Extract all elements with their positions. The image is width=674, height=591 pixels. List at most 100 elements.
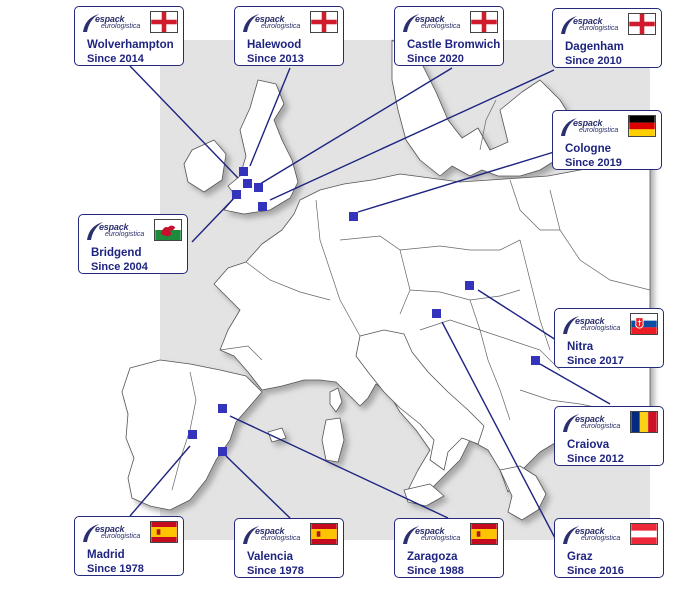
site-name: Graz	[567, 551, 593, 563]
leader-line-zaragoza	[229, 415, 449, 519]
site-marker-valencia[interactable]	[218, 447, 227, 456]
site-marker-madrid[interactable]	[188, 430, 197, 439]
callout-graz[interactable]: espack eurologistica Graz Since 2016	[554, 518, 664, 578]
site-marker-nitra[interactable]	[465, 281, 474, 290]
espack-logo: espack eurologistica	[401, 12, 481, 36]
border-line	[519, 239, 551, 351]
site-name: Bridgend	[91, 247, 142, 259]
sicily-landmass	[403, 483, 445, 507]
espack-logo: espack eurologistica	[85, 220, 165, 244]
italy-landmass	[355, 329, 485, 471]
balearic-landmass	[267, 427, 287, 443]
callout-halewood[interactable]: espack eurologistica Halewood Since 2013	[234, 6, 344, 66]
site-marker-bridgend[interactable]	[232, 190, 241, 199]
site-marker-dagenham[interactable]	[258, 202, 267, 211]
spain-flag-icon	[150, 521, 178, 543]
site-since: Since 1978	[247, 565, 304, 577]
greece-landmass	[499, 465, 547, 521]
site-since: Since 2019	[565, 157, 622, 169]
espack-logo: espack eurologistica	[559, 116, 639, 140]
border-line	[479, 99, 497, 151]
ireland-landmass	[183, 139, 227, 193]
border-line	[315, 199, 361, 337]
site-name: Nitra	[567, 341, 594, 353]
espack-logo: espack eurologistica	[561, 314, 641, 338]
leader-line-halewood	[249, 67, 291, 167]
england-flag-icon	[470, 11, 498, 33]
callout-cologne[interactable]: espack eurologistica Cologne Since 2019	[552, 110, 662, 170]
site-marker-wolverhampton[interactable]	[243, 179, 252, 188]
callout-zaragoza[interactable]: espack eurologistica Zaragoza Since 1988	[394, 518, 504, 578]
site-marker-graz[interactable]	[432, 309, 441, 318]
espack-logo: espack eurologistica	[241, 12, 321, 36]
leader-line-bridgend	[191, 195, 237, 243]
leader-line-cologne	[357, 151, 555, 213]
espack-logo: espack eurologistica	[401, 524, 481, 548]
austria-flag-icon	[630, 523, 658, 545]
espack-logo: espack eurologistica	[559, 14, 639, 38]
callout-nitra[interactable]: espack eurologistica Nitra Since 2017	[554, 308, 664, 368]
espack-logo: espack eurologistica	[561, 524, 641, 548]
site-name: Castle Bromwich	[407, 39, 501, 51]
border-line	[509, 179, 560, 231]
leader-line-dagenham	[269, 69, 555, 201]
border-line	[245, 261, 331, 301]
site-since: Since 2017	[567, 355, 624, 367]
site-name: Madrid	[87, 549, 125, 561]
site-name: Cologne	[565, 143, 611, 155]
site-marker-craiova[interactable]	[531, 356, 540, 365]
leader-line-wolverhampton	[129, 65, 239, 179]
leader-line-graz	[441, 321, 557, 541]
site-marker-cologne[interactable]	[349, 212, 358, 221]
england-flag-icon	[628, 13, 656, 35]
site-name: Wolverhampton	[87, 39, 174, 51]
site-name: Craiova	[567, 439, 610, 451]
leader-line-castle-bromwich	[259, 67, 453, 185]
site-since: Since 2010	[565, 55, 622, 67]
england-flag-icon	[310, 11, 338, 33]
callout-madrid[interactable]: espack eurologistica Madrid Since 1978	[74, 516, 184, 576]
site-name: Halewood	[247, 39, 302, 51]
border-line	[549, 189, 651, 291]
site-name: Valencia	[247, 551, 294, 563]
spain-flag-icon	[310, 523, 338, 545]
slovakia-flag-icon	[630, 313, 658, 335]
corsica-landmass	[329, 387, 343, 413]
site-name: Dagenham	[565, 41, 624, 53]
espack-logo: espack eurologistica	[241, 524, 321, 548]
callout-castle-bromwich[interactable]: espack eurologistica Castle Bromwich Sin…	[394, 6, 504, 66]
callout-valencia[interactable]: espack eurologistica Valencia Since 1978	[234, 518, 344, 578]
sardinia-landmass	[321, 417, 345, 463]
wales-flag-icon	[154, 219, 182, 241]
espack-logo: espack eurologistica	[561, 412, 641, 436]
england-flag-icon	[150, 11, 178, 33]
leader-line-valencia	[225, 455, 291, 519]
site-since: Since 2014	[87, 53, 144, 65]
border-line	[399, 239, 521, 251]
romania-flag-icon	[630, 411, 658, 433]
site-since: Since 2004	[91, 261, 148, 273]
spain-flag-icon	[470, 523, 498, 545]
site-since: Since 1978	[87, 563, 144, 575]
leader-line-madrid	[129, 445, 191, 517]
leader-line-craiova	[539, 363, 611, 405]
site-marker-zaragoza[interactable]	[218, 404, 227, 413]
leader-line-nitra	[477, 289, 557, 341]
border-line	[219, 345, 263, 361]
germany-flag-icon	[628, 115, 656, 137]
callout-bridgend[interactable]: espack eurologistica Bridgend Since 2004	[78, 214, 188, 274]
espack-logo: espack eurologistica	[81, 522, 161, 546]
border-line	[419, 319, 561, 371]
site-since: Since 2016	[567, 565, 624, 577]
site-since: Since 2012	[567, 453, 624, 465]
site-since: Since 2013	[247, 53, 304, 65]
callout-craiova[interactable]: espack eurologistica Craiova Since 2012	[554, 406, 664, 466]
site-since: Since 1988	[407, 565, 464, 577]
border-line	[469, 299, 511, 421]
site-marker-castle-bromwich[interactable]	[254, 183, 263, 192]
site-marker-halewood[interactable]	[239, 167, 248, 176]
callout-dagenham[interactable]: espack eurologistica Dagenham Since 2010	[552, 8, 662, 68]
callout-wolverhampton[interactable]: espack eurologistica Wolverhampton Since…	[74, 6, 184, 66]
site-since: Since 2020	[407, 53, 464, 65]
